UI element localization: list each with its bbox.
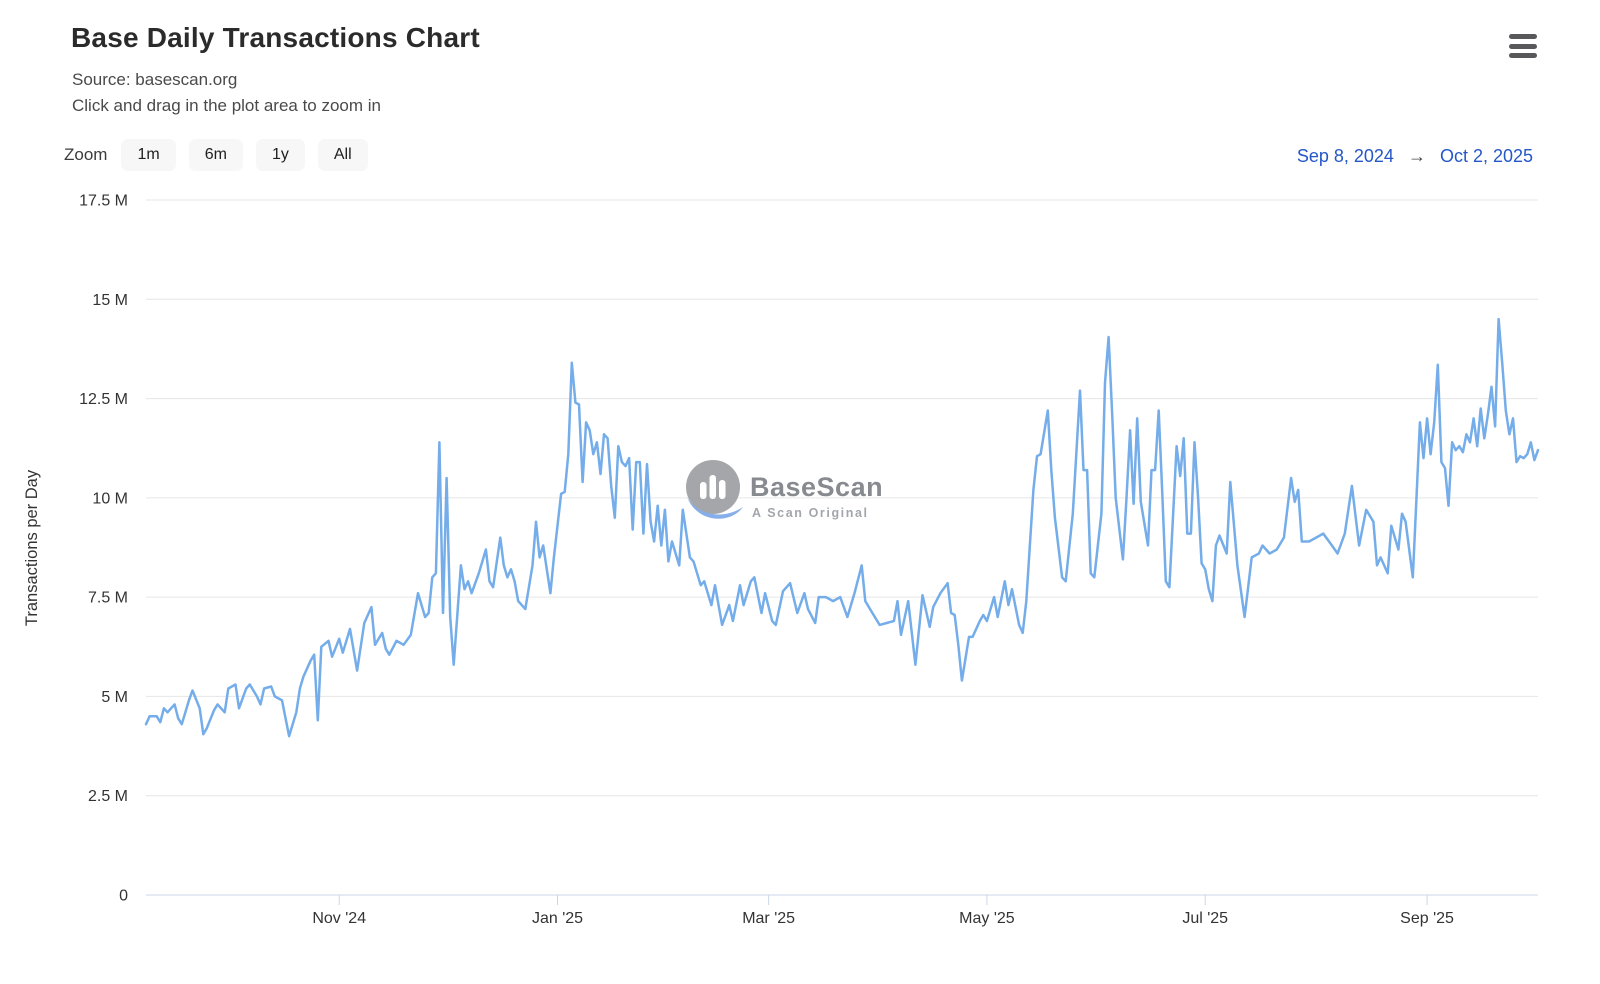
- zoom-buttons-group: 1m 6m 1y All: [121, 139, 368, 171]
- x-tick-label: May '25: [959, 910, 1015, 927]
- range-start-date[interactable]: Sep 8, 2024: [1296, 146, 1394, 166]
- basescan-watermark-logo: BaseScan A Scan Original: [686, 460, 883, 520]
- gridlines: [146, 199, 1538, 797]
- hamburger-bar: [1509, 43, 1537, 49]
- y-tick-label: 5 M: [101, 689, 128, 706]
- range-end-date[interactable]: Oct 2, 2025: [1439, 146, 1533, 166]
- x-tick-label: Jul '25: [1182, 910, 1228, 927]
- watermark-tagline-text: A Scan Original: [752, 506, 869, 520]
- zoom-button-all[interactable]: All: [317, 139, 368, 171]
- watermark-swoosh: [687, 497, 743, 519]
- data-series: [144, 317, 1540, 738]
- zoom-button-1y[interactable]: 1y: [255, 139, 305, 171]
- watermark-bar: [709, 475, 716, 499]
- x-tick-label: Sep '25: [1400, 910, 1454, 927]
- range-arrow-icon: →: [1407, 146, 1426, 166]
- transactions-series-line: [144, 317, 1540, 738]
- chart-source-subtitle: Source: basescan.org: [72, 70, 238, 89]
- watermark-bar: [719, 480, 726, 499]
- watermark-bar: [700, 482, 707, 499]
- zoom-toolbar: Zoom 1m 6m 1y All: [64, 139, 368, 171]
- y-tick-label: 12.5 M: [79, 391, 128, 408]
- y-tick-label: 0: [119, 888, 128, 905]
- page-title: Base Daily Transactions Chart: [71, 22, 480, 53]
- date-range: Sep 8, 2024 → Oct 2, 2025: [1297, 146, 1533, 167]
- watermark-brand-text: BaseScan: [750, 472, 883, 502]
- x-tick-label: Mar '25: [742, 910, 795, 927]
- y-tick-label: 15 M: [92, 292, 128, 309]
- y-tick-label: 7.5 M: [88, 590, 128, 607]
- x-tick-label: Jan '25: [532, 910, 583, 927]
- zoom-button-1m[interactable]: 1m: [121, 139, 176, 171]
- y-tick-label: 10 M: [92, 490, 128, 507]
- hamburger-bar: [1509, 34, 1537, 39]
- x-tick-label: Nov '24: [312, 910, 366, 927]
- axis-labels: 0 2.5 M 5 M 7.5 M 10 M 12.5 M 15 M 17.5 M Nov '2…: [79, 193, 1454, 928]
- y-tick-label: 2.5 M: [88, 788, 128, 805]
- chart-hint-subtitle: Click and drag in the plot area to zoom …: [72, 96, 382, 115]
- y-axis-title: Transactions per Day: [23, 469, 41, 626]
- hamburger-bar: [1509, 53, 1537, 58]
- axes: [146, 894, 1538, 905]
- y-tick-label: 17.5 M: [79, 193, 128, 210]
- zoom-label: Zoom: [64, 145, 108, 164]
- zoom-button-6m[interactable]: 6m: [188, 139, 243, 171]
- hamburger-menu-icon[interactable]: [1509, 34, 1537, 58]
